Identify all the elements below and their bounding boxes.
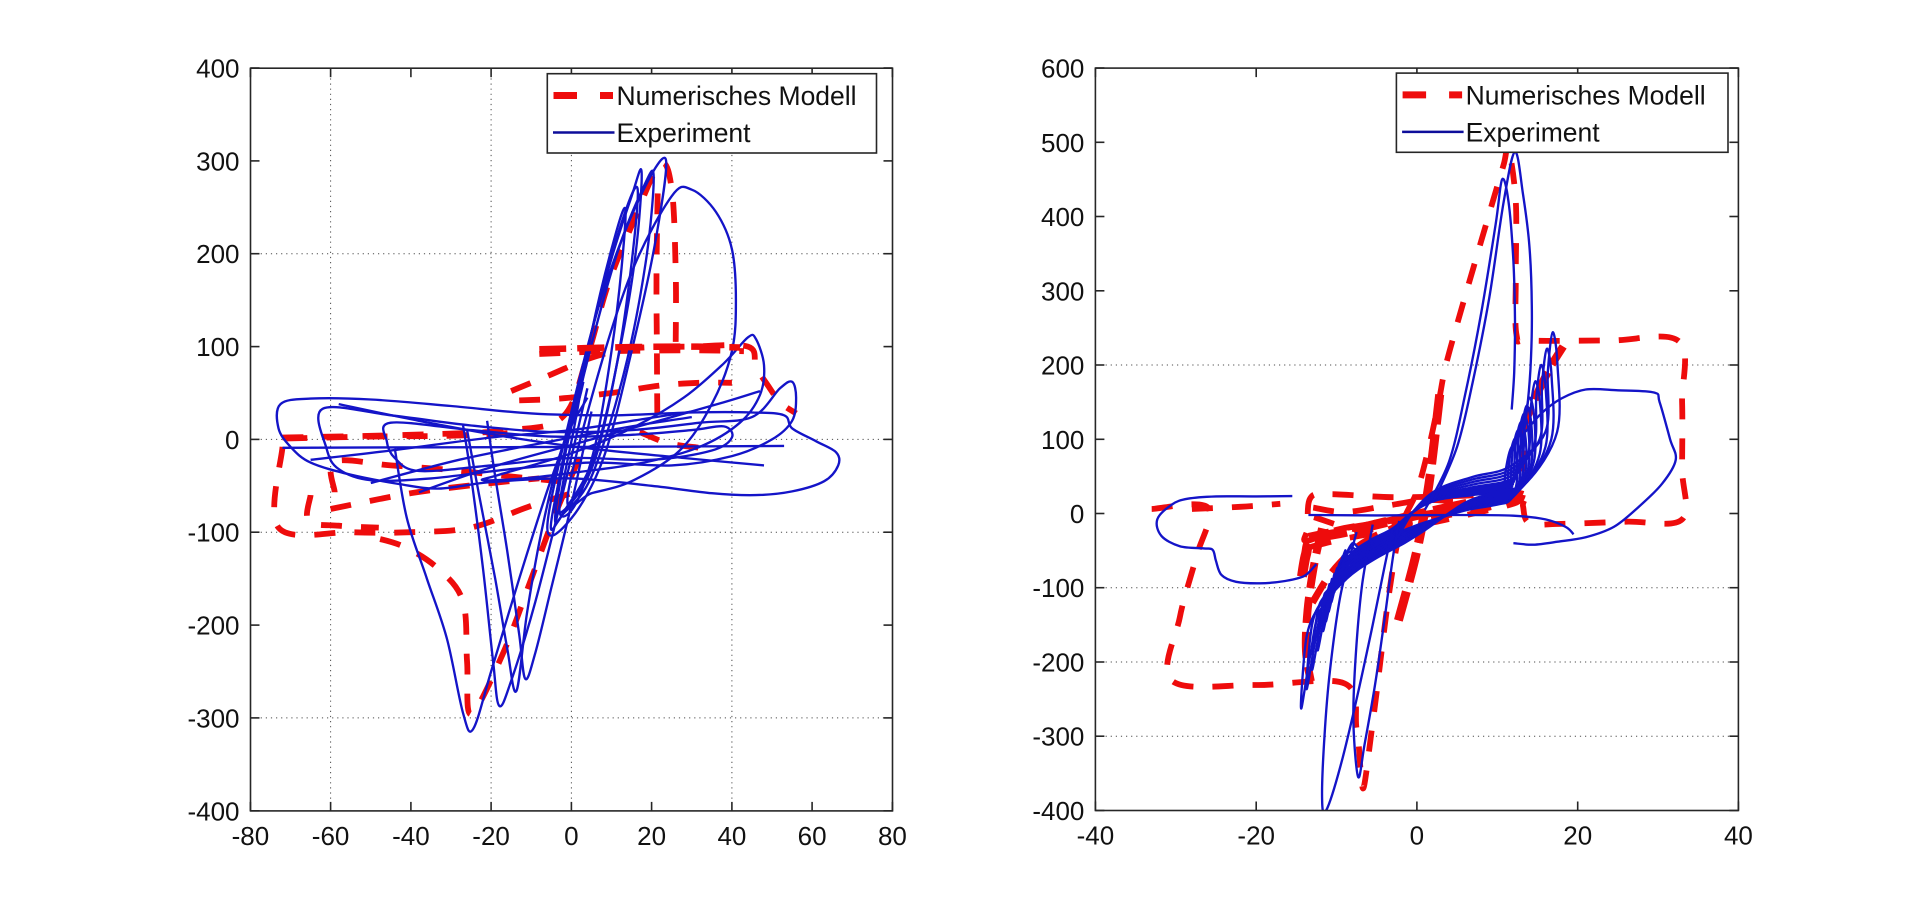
- svg-text:100: 100: [1041, 425, 1084, 455]
- svg-text:0: 0: [1410, 821, 1424, 851]
- svg-text:60: 60: [798, 821, 827, 851]
- svg-text:-80: -80: [232, 821, 270, 851]
- svg-text:-40: -40: [1077, 821, 1115, 851]
- svg-text:-200: -200: [1032, 648, 1084, 678]
- svg-text:-40: -40: [392, 821, 430, 851]
- svg-text:40: 40: [1724, 821, 1753, 851]
- svg-text:200: 200: [1041, 351, 1084, 381]
- svg-text:Experiment: Experiment: [617, 118, 752, 148]
- svg-text:-100: -100: [1032, 573, 1084, 603]
- svg-text:0: 0: [225, 425, 239, 455]
- svg-text:-20: -20: [1237, 821, 1275, 851]
- svg-text:0: 0: [564, 821, 578, 851]
- svg-text:-300: -300: [187, 703, 239, 733]
- svg-text:Experiment: Experiment: [1466, 117, 1601, 147]
- svg-text:100: 100: [196, 332, 239, 362]
- svg-text:0: 0: [1070, 499, 1084, 529]
- svg-text:-400: -400: [187, 796, 239, 826]
- svg-text:200: 200: [196, 239, 239, 269]
- svg-text:300: 300: [1041, 276, 1084, 306]
- svg-text:600: 600: [1041, 54, 1084, 84]
- svg-text:500: 500: [1041, 128, 1084, 158]
- svg-text:300: 300: [196, 146, 239, 176]
- svg-text:-100: -100: [187, 518, 239, 548]
- svg-text:20: 20: [1563, 821, 1592, 851]
- svg-text:20: 20: [637, 821, 666, 851]
- svg-text:80: 80: [878, 821, 907, 851]
- svg-text:-400: -400: [1032, 796, 1084, 826]
- svg-text:40: 40: [717, 821, 746, 851]
- svg-text:Numerisches Modell: Numerisches Modell: [1466, 80, 1706, 110]
- svg-text:-300: -300: [1032, 722, 1084, 752]
- svg-text:-200: -200: [187, 611, 239, 641]
- svg-text:Numerisches Modell: Numerisches Modell: [617, 81, 857, 111]
- svg-text:400: 400: [1041, 202, 1084, 232]
- svg-text:-60: -60: [312, 821, 350, 851]
- svg-text:400: 400: [196, 54, 239, 84]
- svg-text:-20: -20: [472, 821, 510, 851]
